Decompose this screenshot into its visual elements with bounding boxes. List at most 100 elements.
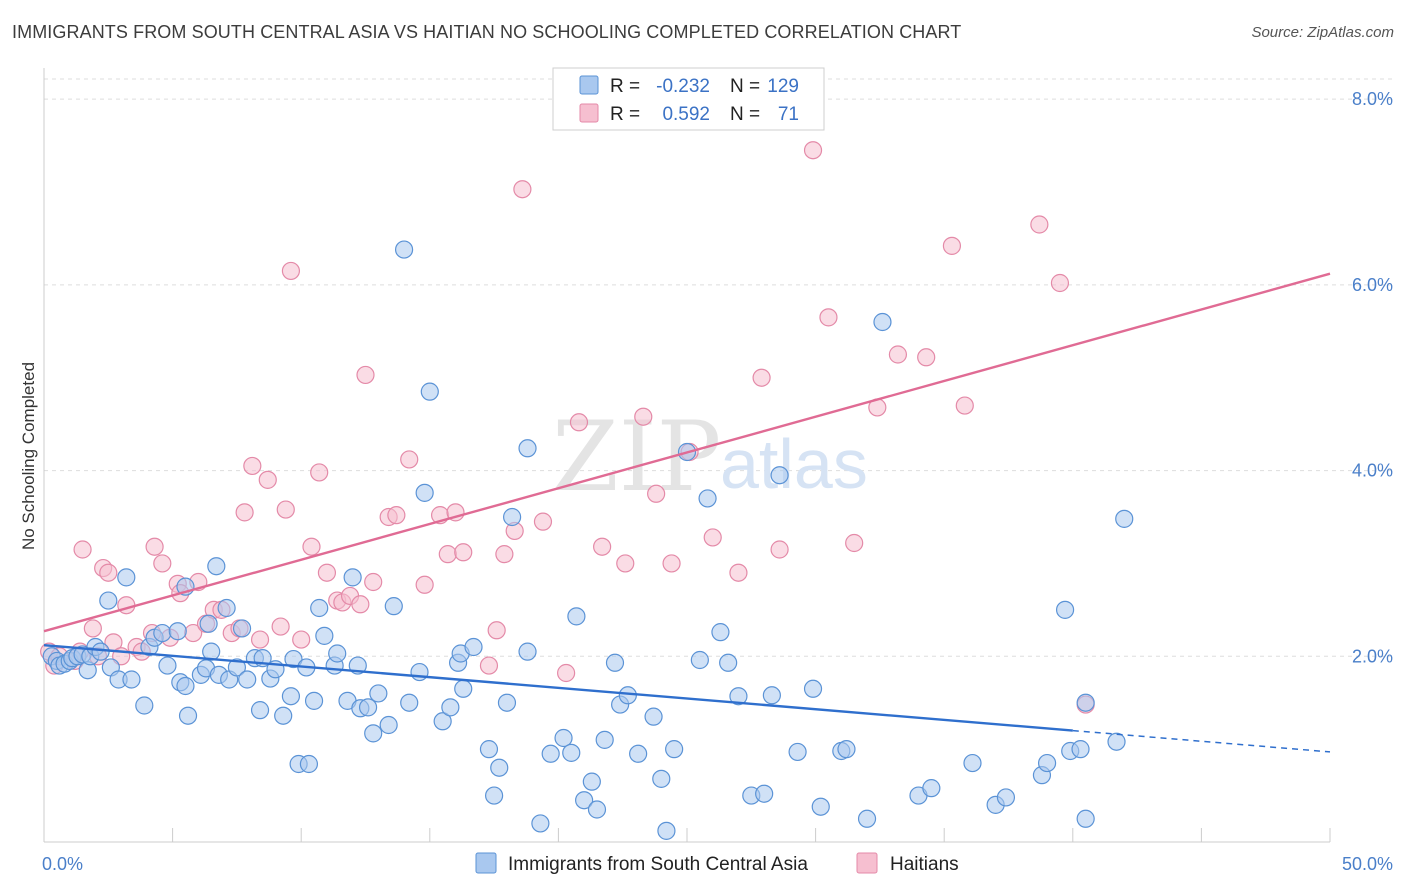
- blue-point: [122, 670, 141, 689]
- pink-point: [454, 543, 473, 562]
- pink-point: [569, 413, 589, 432]
- blue-trend-line: [43, 643, 1073, 732]
- y-tick-label: 8.0%: [1352, 89, 1393, 109]
- watermark-atlas: atlas: [720, 425, 868, 503]
- pink-point: [495, 545, 514, 564]
- blue-point: [873, 312, 892, 332]
- pink-point: [634, 407, 653, 426]
- blue-point: [304, 691, 324, 710]
- blue-point: [168, 622, 187, 641]
- pink-point: [364, 572, 383, 592]
- pink-point: [317, 563, 337, 582]
- pink-point: [955, 396, 974, 415]
- pink-point: [888, 345, 908, 364]
- chart-title: IMMIGRANTS FROM SOUTH CENTRAL ASIA VS HA…: [12, 22, 962, 42]
- pink-point: [99, 563, 118, 582]
- blue-point: [91, 642, 110, 661]
- blue-point: [464, 637, 483, 657]
- blue-point: [1115, 509, 1134, 528]
- pink-point: [513, 180, 532, 199]
- blue-point: [433, 712, 452, 731]
- x-tick-max: 50.0%: [1342, 854, 1393, 874]
- y-tick-labels: 2.0% 4.0% 6.0% 8.0%: [1352, 89, 1393, 666]
- pink-point: [145, 537, 164, 556]
- blue-point: [711, 623, 730, 642]
- pink-trend-line: [43, 272, 1331, 633]
- blue-point: [541, 744, 560, 763]
- pink-point: [917, 348, 936, 367]
- south-central-asia-points: [42, 240, 1134, 840]
- bottom-legend-label-pink: Haitians: [890, 854, 959, 875]
- blue-point: [837, 740, 856, 759]
- blue-point: [176, 676, 195, 696]
- x-tick-min: 0.0%: [42, 854, 83, 874]
- blue-point: [394, 240, 414, 259]
- blue-point: [369, 684, 388, 703]
- blue-point: [857, 809, 877, 828]
- blue-point: [497, 693, 517, 712]
- legend-r-label-pink: R =: [610, 104, 640, 125]
- blue-point: [400, 693, 419, 712]
- pink-point: [729, 563, 748, 582]
- pink-point: [647, 484, 666, 503]
- pink-point: [73, 540, 92, 559]
- blue-point: [811, 797, 830, 816]
- blue-point: [364, 724, 383, 743]
- blue-point: [575, 791, 594, 810]
- pink-point: [387, 506, 406, 525]
- blue-point: [652, 769, 671, 788]
- blue-point: [531, 814, 550, 833]
- blue-point: [963, 753, 982, 773]
- pink-point: [1030, 215, 1049, 234]
- blue-point: [1076, 693, 1095, 712]
- bottom-legend-swatch-pink: [856, 852, 878, 874]
- blue-point: [227, 658, 246, 677]
- pink-point: [752, 368, 771, 387]
- blue-point: [1107, 732, 1126, 751]
- blue-point: [379, 715, 398, 735]
- top-legend: R = -0.232 N = 129 R = 0.592 N = 71: [552, 67, 825, 131]
- legend-swatch-pink: [579, 103, 599, 123]
- blue-point: [562, 743, 581, 762]
- blue-point: [1076, 809, 1095, 828]
- blue-point: [1055, 600, 1075, 619]
- y-axis-label: No Schooling Completed: [19, 362, 38, 550]
- axes: [43, 68, 1331, 843]
- pink-point: [250, 630, 270, 649]
- pink-point: [351, 595, 370, 614]
- pink-point: [616, 554, 635, 573]
- legend-swatch-blue: [579, 75, 599, 95]
- blue-point: [284, 649, 303, 669]
- pink-point: [819, 308, 838, 327]
- blue-point: [441, 698, 460, 717]
- blue-point: [729, 687, 748, 706]
- y-tick-label: 2.0%: [1352, 646, 1393, 666]
- y-tick-label: 4.0%: [1352, 461, 1393, 481]
- pink-point: [310, 463, 329, 482]
- legend-n-label-blue: N =: [730, 76, 760, 97]
- blue-point: [587, 800, 607, 819]
- pink-point: [557, 663, 576, 683]
- bottom-legend-swatch-blue: [475, 852, 497, 874]
- pink-point: [845, 533, 864, 553]
- blue-point: [996, 788, 1016, 807]
- pink-point: [235, 503, 254, 522]
- blue-point: [178, 706, 198, 725]
- pink-point: [770, 540, 789, 559]
- pink-point: [292, 630, 311, 649]
- blue-point: [665, 740, 684, 759]
- blue-point: [232, 619, 252, 638]
- pink-point: [302, 537, 321, 556]
- legend-r-value-pink: 0.592: [662, 104, 710, 125]
- blue-point: [299, 754, 319, 774]
- source-credit: Source: ZipAtlas.com: [1251, 24, 1394, 41]
- blue-point: [770, 466, 789, 485]
- bottom-legend-label-blue: Immigrants from South Central Asia: [508, 854, 808, 875]
- blue-point: [238, 670, 257, 689]
- blue-point: [207, 557, 226, 576]
- blue-point: [698, 489, 717, 508]
- blue-point: [490, 758, 509, 777]
- blue-point: [454, 679, 473, 698]
- blue-point: [485, 786, 504, 805]
